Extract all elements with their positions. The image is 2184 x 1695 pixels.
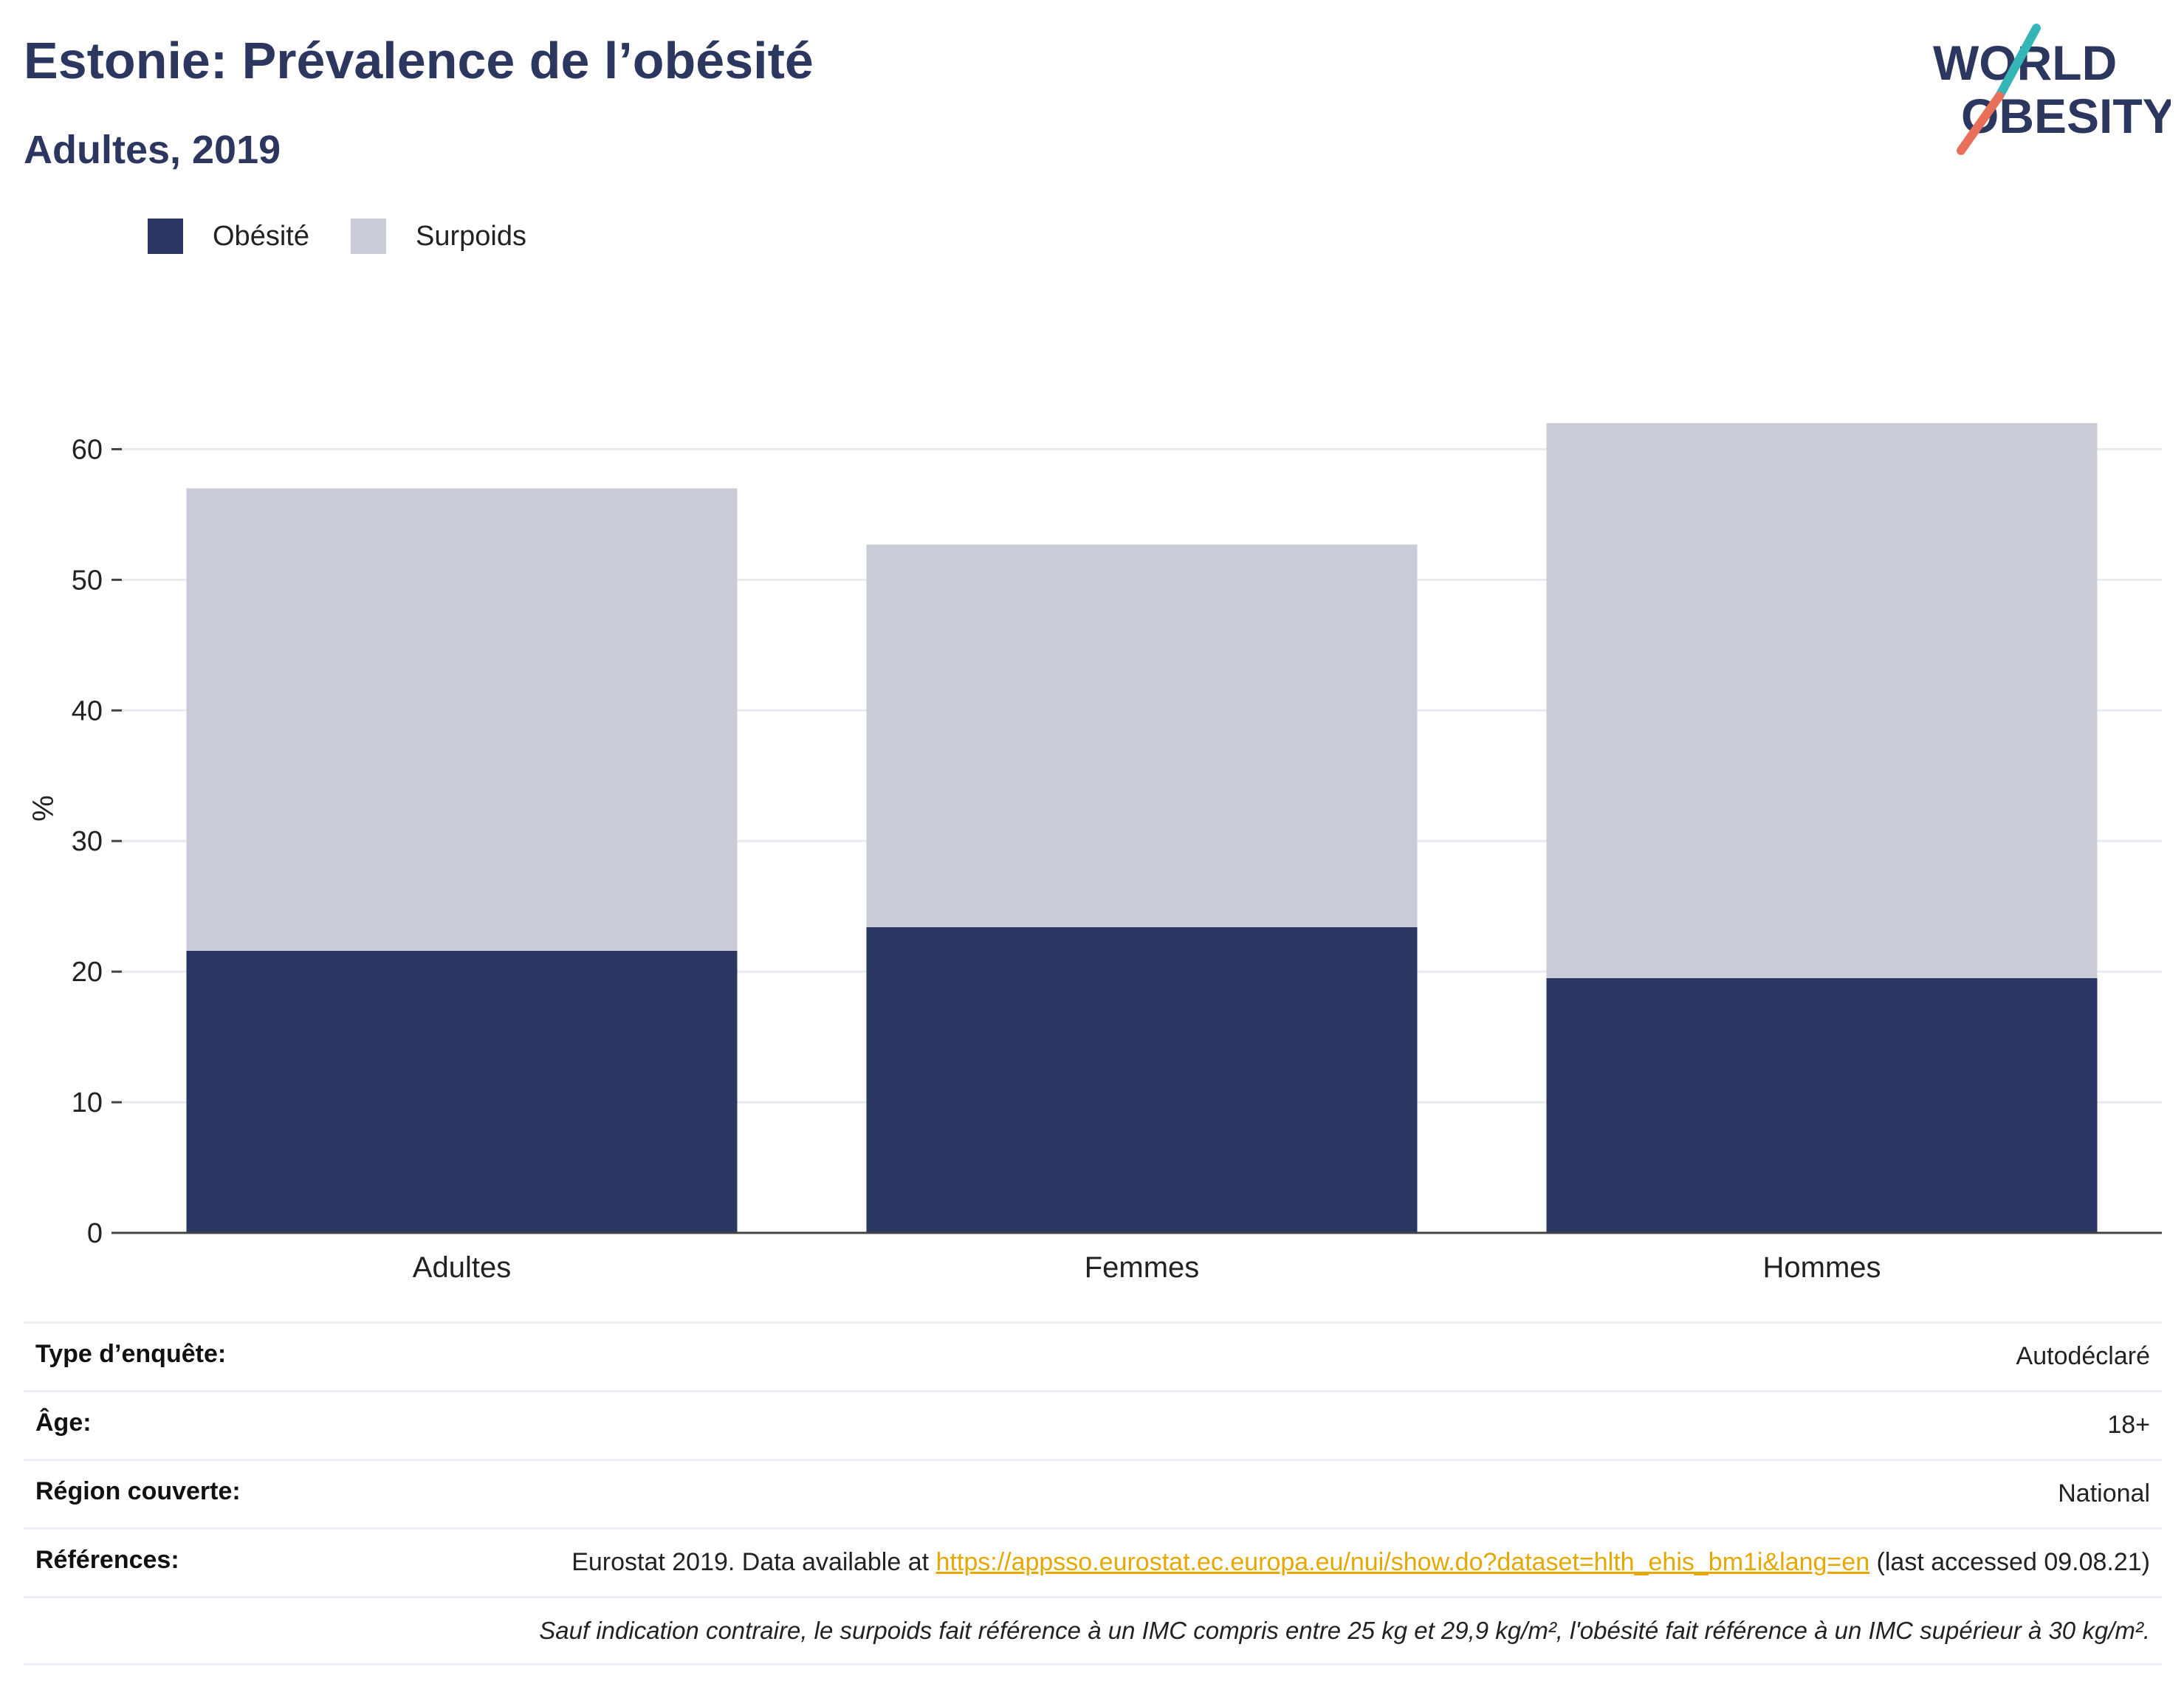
x-tick-label: Hommes [1762,1251,1881,1284]
definition-note: Sauf indication contraire, le surpoids f… [539,1616,2150,1644]
info-row-region: Région couverte: National [24,1458,2162,1527]
chart-title: Estonie: Prévalence de l’obésité [24,32,814,89]
info-key-region: Région couverte: [35,1476,241,1505]
x-tick-label: Femmes [1085,1251,1200,1284]
bar-obesity-adultes [186,950,738,1233]
y-tick-label: 30 [72,826,103,857]
bar-obesity-femmes [866,927,1418,1233]
reference-suffix: (last accessed 09.08.21) [1869,1547,2150,1576]
legend-swatch-obesity [148,219,183,254]
info-row-references: Références: Eurostat 2019. Data availabl… [24,1527,2162,1596]
stacked-bar-chart: 0 10 20 30 40 50 60% Adultes Femmes Hommes [27,423,2162,1284]
info-row-age: Âge: 18+ [24,1389,2162,1459]
world-obesity-logo: WORLD OBESITY [1933,24,2171,155]
survey-info-table: Type d’enquête: Autodéclaré Âge: 18+ Rég… [24,1321,2162,1666]
info-key-references: Références: [35,1545,179,1574]
info-row-survey-type: Type d’enquête: Autodéclaré [24,1321,2162,1390]
y-tick-label: 0 [87,1218,103,1249]
y-tick-label: 50 [72,565,103,596]
legend-item-overweight: Surpoids [350,219,526,254]
y-axis-label: % [27,795,60,822]
info-key-survey-type: Type d’enquête: [35,1340,227,1368]
bar-overweight-adultes [186,488,738,951]
chart-subtitle: Adultes, 2019 [24,128,281,172]
legend-label-obesity: Obésité [213,220,309,252]
y-tick-label: 10 [72,1087,103,1118]
info-key-age: Âge: [35,1408,92,1437]
legend-swatch-overweight [350,219,386,254]
y-tick-label: 60 [72,434,103,465]
bar-overweight-femmes [866,544,1418,927]
info-value-age: 18+ [2107,1410,2150,1439]
chart-legend: Obésité Surpoids [148,219,568,254]
reference-link[interactable]: https://appsso.eurostat.ec.europa.eu/nui… [935,1547,1870,1576]
info-value-references: Eurostat 2019. Data available at https:/… [571,1546,2150,1580]
x-tick-label: Adultes [413,1251,511,1284]
info-value-survey-type: Autodéclaré [2016,1342,2150,1370]
info-row-note: Sauf indication contraire, le surpoids f… [24,1595,2162,1666]
y-tick-label: 40 [72,695,103,726]
bar-obesity-hommes [1546,978,2098,1233]
bar-overweight-hommes [1546,423,2098,978]
info-value-region: National [2058,1479,2150,1507]
reference-prefix: Eurostat 2019. Data available at [571,1547,936,1576]
legend-item-obesity: Obésité [148,219,309,254]
logo-word-obesity: OBESITY [1961,89,2171,143]
legend-label-overweight: Surpoids [415,220,526,252]
y-tick-label: 20 [72,957,103,988]
